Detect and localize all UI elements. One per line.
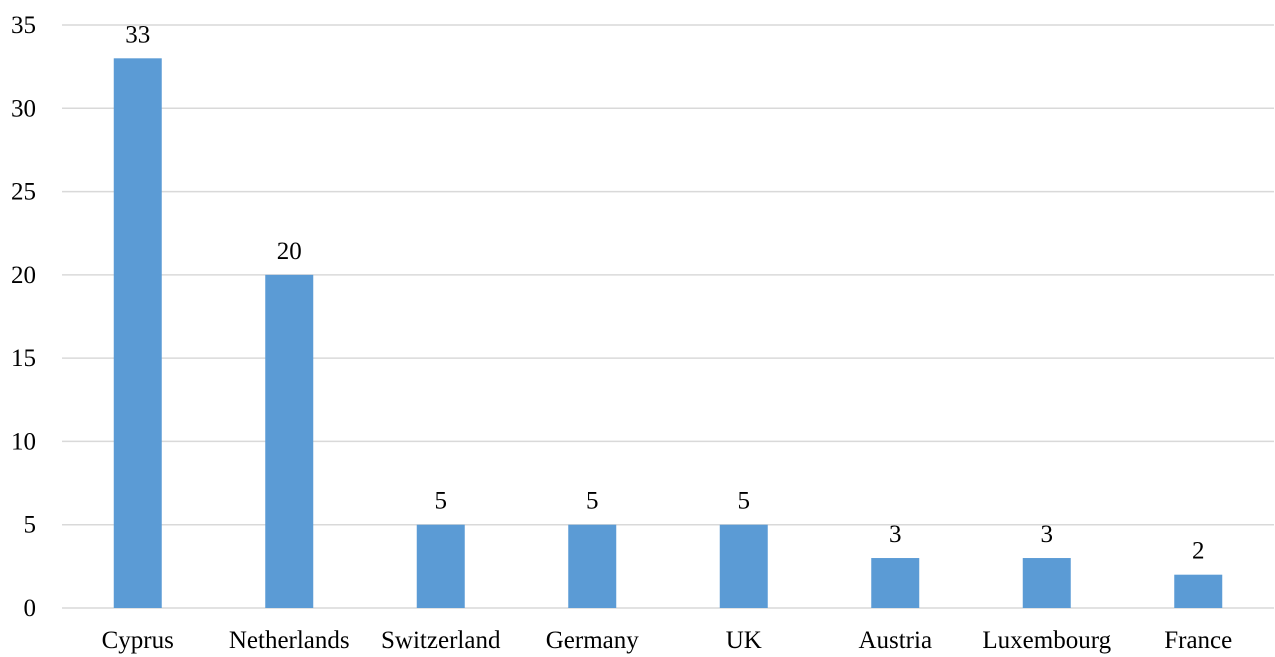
x-category-label: Luxembourg — [982, 627, 1111, 654]
x-axis-category-labels: Cyprus Netherlands Switzerland Germany UK Aus… — [102, 627, 1233, 654]
data-label: 2 — [1192, 538, 1205, 565]
bar — [568, 524, 617, 608]
bar — [1174, 574, 1223, 608]
x-category-label: UK — [726, 627, 762, 654]
data-label: 20 — [277, 238, 302, 265]
bars — [113, 58, 1223, 609]
bar — [113, 58, 162, 609]
data-label: 3 — [889, 521, 902, 548]
y-tick-label: 35 — [11, 12, 36, 39]
bar — [719, 524, 768, 608]
y-tick-label: 0 — [24, 595, 37, 622]
data-label: 33 — [125, 21, 150, 48]
bar — [871, 558, 920, 608]
y-axis-tick-labels: 0 5 10 15 20 25 30 35 — [11, 12, 36, 622]
data-label: 5 — [738, 488, 751, 515]
x-category-label: Switzerland — [381, 627, 501, 654]
x-category-label: Netherlands — [229, 627, 350, 654]
x-category-label: Cyprus — [102, 627, 174, 654]
bar — [416, 524, 465, 608]
x-category-label: Germany — [546, 627, 640, 654]
y-tick-label: 25 — [11, 179, 36, 206]
x-category-label: France — [1164, 627, 1232, 654]
data-label: 5 — [586, 488, 599, 515]
y-tick-label: 30 — [11, 95, 36, 122]
y-tick-label: 15 — [11, 345, 36, 372]
y-tick-label: 20 — [11, 262, 36, 289]
data-label: 5 — [435, 488, 448, 515]
data-label: 3 — [1041, 521, 1054, 548]
y-tick-label: 10 — [11, 428, 36, 455]
gridlines — [62, 24, 1274, 609]
bar — [1022, 558, 1071, 608]
y-tick-label: 5 — [24, 512, 37, 539]
x-category-label: Austria — [858, 627, 932, 654]
bar — [265, 274, 314, 608]
